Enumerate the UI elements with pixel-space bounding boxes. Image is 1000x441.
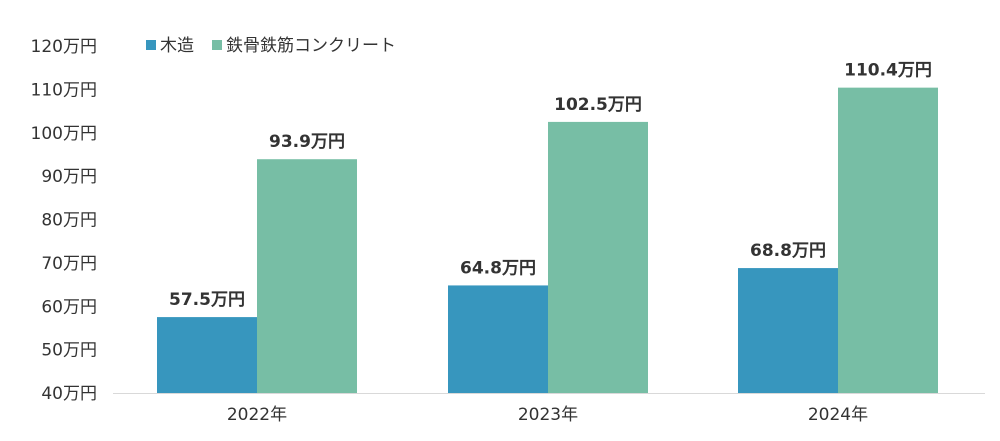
x-tick-label-2022年: 2022年 [227,405,287,425]
bar-group [157,87,938,393]
data-label-wood-2023年: 64.8万円 [460,258,536,278]
bar-wood-2023年 [448,285,548,393]
legend: 木造 鉄骨鉄筋コンクリート [146,36,396,56]
legend-label-src: 鉄骨鉄筋コンクリート [226,36,396,56]
x-axis-tick-labels: 2022年 2023年 2024年 [227,405,868,425]
legend-label-wood: 木造 [160,36,194,56]
data-label-group: 57.5万円 64.8万円 68.8万円 93.9万円 102.5万円 110.4万円 [169,61,932,310]
y-tick-label-90: 90万円 [41,167,97,187]
data-label-src-2022年: 93.9万円 [269,132,345,152]
data-label-src-2023年: 102.5万円 [554,95,642,115]
legend-swatch-wood [146,40,156,50]
x-tick-label-2023年: 2023年 [518,405,578,425]
bar-src-2024年 [838,87,938,393]
x-tick-label-2024年: 2024年 [808,405,868,425]
y-axis-tick-labels: 40万円 50万円 60万円 70万円 80万円 90万円 100万円 110万円 120万円 [31,37,97,404]
data-label-wood-2024年: 68.8万円 [750,241,826,261]
y-tick-label-110: 110万円 [31,80,97,100]
data-label-src-2024年: 110.4万円 [844,61,932,81]
legend-swatch-src [212,40,222,50]
y-tick-label-80: 80万円 [41,211,97,231]
data-label-wood-2022年: 57.5万円 [169,290,245,310]
y-tick-label-60: 60万円 [41,297,97,317]
bar-src-2022年 [257,159,357,393]
bar-wood-2024年 [738,268,838,393]
y-tick-label-50: 50万円 [41,341,97,361]
bar-src-2023年 [548,121,648,393]
y-tick-label-120: 120万円 [31,37,97,57]
y-tick-label-40: 40万円 [41,384,97,404]
y-tick-label-70: 70万円 [41,254,97,274]
bar-wood-2022年 [157,317,257,393]
y-tick-label-100: 100万円 [31,124,97,144]
